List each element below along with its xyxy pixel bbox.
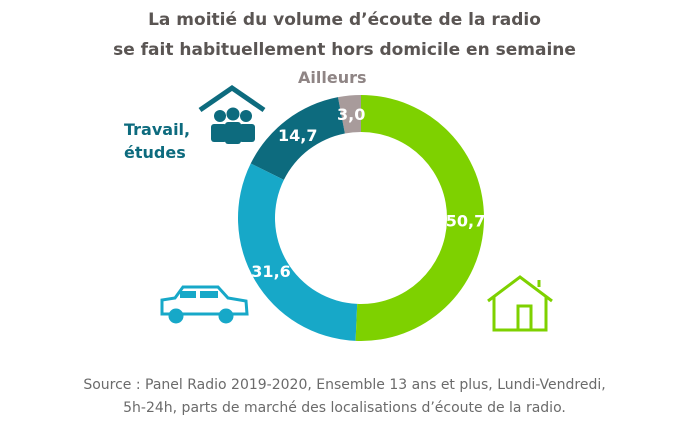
donut-slice — [337, 95, 361, 134]
house-icon — [487, 275, 553, 332]
legend-travail-line2: études — [124, 143, 186, 162]
slice-value-label: 3,0 — [337, 105, 365, 124]
chart-title-line1: La moitié du volume d’écoute de la radio — [148, 10, 541, 30]
donut-slice — [250, 97, 345, 180]
source-line2: 5h-24h, parts de marché des localisation… — [123, 400, 566, 416]
donut-slice — [238, 163, 358, 341]
office-people-icon — [198, 84, 266, 144]
slice-value-label: 50,7 — [446, 211, 485, 230]
donut-slice — [355, 95, 485, 341]
legend-ailleurs: Ailleurs — [298, 68, 367, 87]
source-line1: Source : Panel Radio 2019-2020, Ensemble… — [83, 377, 606, 393]
legend-travail-line1: Travail, — [124, 120, 191, 139]
slice-value-label: 14,7 — [278, 126, 317, 145]
legend-travail: Travail, études — [124, 118, 190, 164]
car-icon — [160, 285, 249, 324]
slice-value-label: 31,6 — [251, 262, 290, 281]
chart-title-line2: se fait habituellement hors domicile en … — [113, 40, 576, 60]
